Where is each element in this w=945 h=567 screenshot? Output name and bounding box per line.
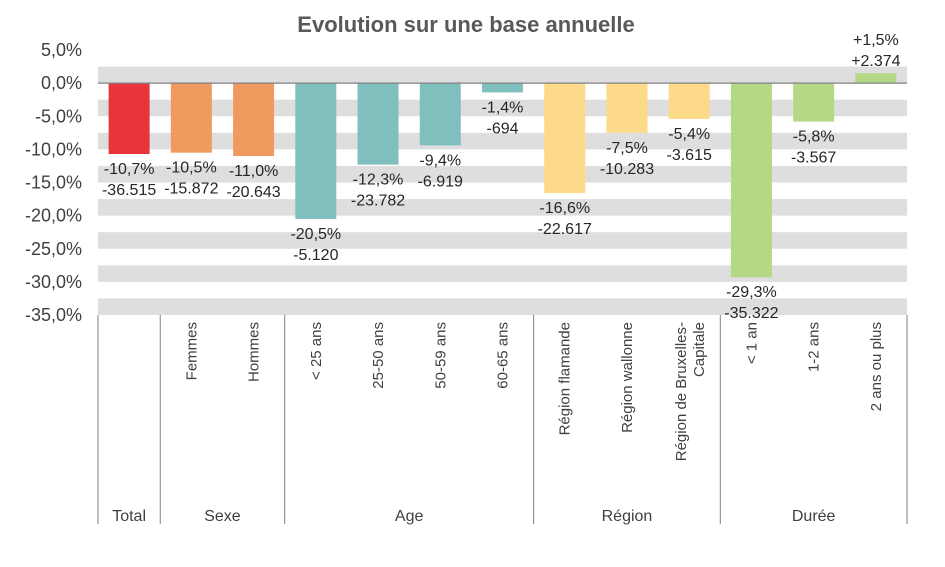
data-label-absolute: -15.872 (164, 181, 218, 198)
bar (170, 83, 212, 153)
data-label-absolute: -5.120 (293, 247, 338, 264)
grid-band (98, 265, 907, 282)
data-label-percent: -29,3% (726, 284, 777, 301)
category-label: 50-59 ans (432, 322, 449, 389)
data-label-percent: -9,4% (419, 152, 461, 169)
y-tick-label: 0,0% (41, 73, 82, 93)
grid-band (98, 199, 907, 216)
bar (730, 83, 772, 278)
category-label: 2 ans ou plus (868, 322, 885, 411)
bar (295, 83, 337, 219)
y-tick-label: -20,0% (25, 206, 82, 226)
data-label-absolute: -36.515 (102, 182, 156, 199)
data-label-percent: -5,4% (668, 126, 710, 143)
bar (606, 83, 648, 133)
data-label-percent: -1,4% (482, 99, 524, 116)
bar (482, 83, 523, 93)
bar (108, 83, 150, 155)
data-label-percent: -10,7% (104, 161, 155, 178)
bar (233, 83, 275, 156)
group-label: Total (112, 508, 146, 525)
grid-band (98, 298, 907, 315)
data-label-absolute: -22.617 (538, 221, 592, 238)
category-label: Femmes (183, 322, 200, 380)
data-label-absolute: -20.643 (226, 184, 280, 201)
y-tick-label: -5,0% (35, 106, 82, 126)
category-axis: Total Sexe Age Région Durée Femmes Hommes < 25 … (97, 315, 908, 525)
chart-title: Evolution sur une base annuelle (297, 12, 634, 37)
data-label-percent: -16,6% (539, 200, 590, 217)
category-label: Région flamande (557, 322, 574, 435)
y-tick-label: -15,0% (25, 173, 82, 193)
bar (357, 83, 399, 165)
bars (108, 73, 897, 278)
data-label-percent: +1,5% (853, 32, 899, 49)
data-label-absolute: -3.567 (791, 150, 836, 167)
data-label-absolute: -35.322 (724, 305, 778, 322)
category-label: < 25 ans (308, 322, 325, 380)
data-label-percent: -10,5% (166, 160, 217, 177)
data-label-percent: -11,0% (229, 163, 279, 180)
category-label: 1-2 ans (806, 322, 823, 372)
category-label: 60-65 ans (495, 322, 512, 389)
group-label: Durée (792, 508, 836, 525)
category-label: Région de Bruxelles-Capitale (673, 322, 708, 461)
data-label-absolute: +2.374 (851, 53, 900, 70)
category-label: 25-50 ans (370, 322, 387, 389)
data-labels: -10,7% -36.515 -10,5% -15.872 -11,0% -20.643 -… (102, 32, 901, 322)
bar (793, 83, 835, 122)
grid-band (98, 165, 907, 183)
data-label-percent: -5,8% (793, 129, 835, 146)
y-tick-label: -25,0% (25, 239, 82, 259)
y-tick-label: -10,0% (25, 139, 82, 159)
data-label-absolute: -3.615 (667, 147, 712, 164)
category-label: < 1 an (743, 322, 760, 364)
y-tick-label: 5,0% (41, 40, 82, 60)
y-axis: 5,0% 0,0% -5,0% -10,0% -15,0% -20,0% -25,0% -30… (25, 40, 82, 325)
grid-band (98, 232, 907, 249)
grid-band (98, 66, 907, 84)
data-label-percent: -20,5% (290, 226, 341, 243)
group-label: Sexe (204, 508, 241, 525)
category-label: Région wallonne (619, 322, 636, 433)
category-label: Hommes (246, 322, 263, 382)
bar (668, 83, 710, 119)
group-label: Région (602, 508, 653, 525)
y-tick-label: -35,0% (25, 305, 82, 325)
group-label: Age (395, 508, 424, 525)
bar (419, 83, 461, 146)
data-label-absolute: -694 (486, 120, 518, 137)
data-label-absolute: -23.782 (351, 193, 405, 210)
data-label-percent: -12,3% (353, 172, 404, 189)
bar (855, 73, 897, 84)
bar (544, 83, 586, 194)
data-label-percent: -7,5% (606, 140, 648, 157)
data-label-absolute: -10.283 (600, 161, 654, 178)
y-tick-label: -30,0% (25, 272, 82, 292)
data-label-absolute: -6.919 (418, 173, 463, 190)
